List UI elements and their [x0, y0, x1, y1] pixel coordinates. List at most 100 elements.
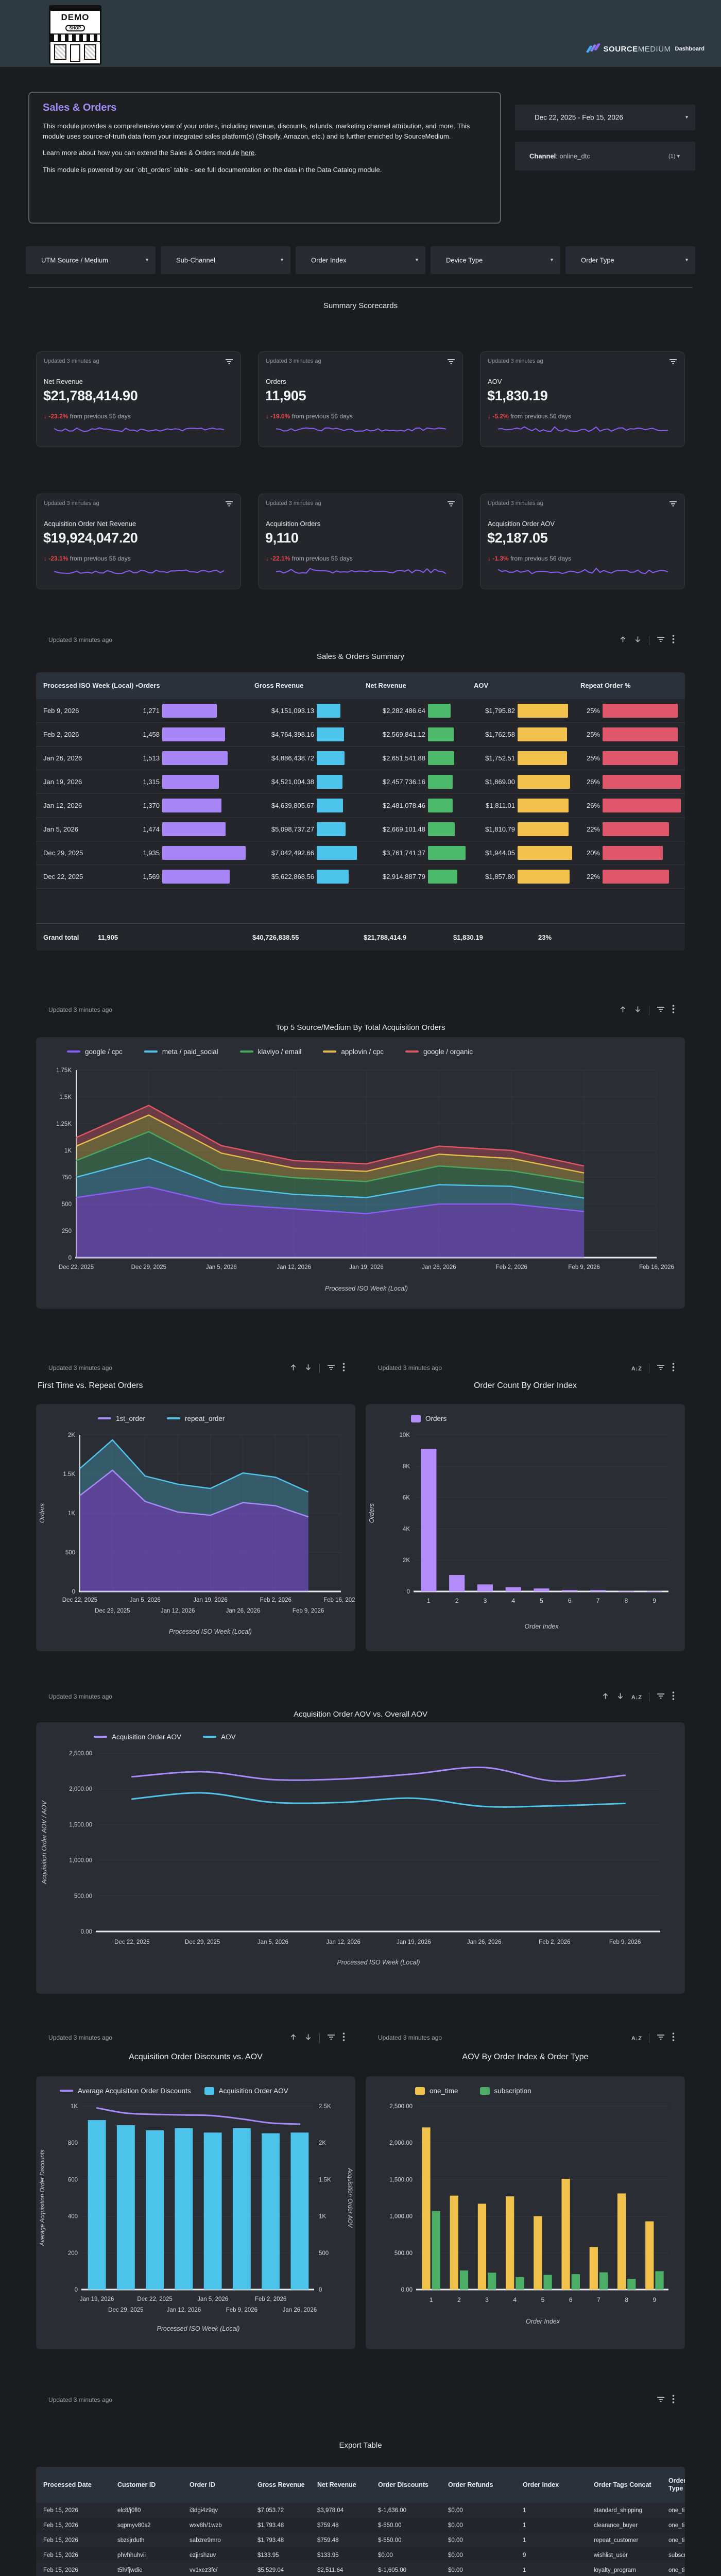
export-column-header[interactable]: Order Tags Concat [594, 2481, 651, 2488]
filter-dropdown-utm-source-medium[interactable]: UTM Source / Medium ▾ [26, 246, 156, 274]
legend-item[interactable]: applovin / cpc [323, 1048, 384, 1056]
orders-bar [162, 822, 226, 836]
filter-icon[interactable] [447, 358, 455, 368]
export-column-header[interactable]: Order Type [668, 2477, 685, 2492]
filter-icon[interactable] [657, 2033, 665, 2043]
sort-az-icon[interactable]: A↓Z [631, 2036, 642, 2042]
sort-down-icon[interactable] [304, 2033, 312, 2044]
filter-icon[interactable] [447, 500, 455, 510]
legend-item[interactable]: subscription [479, 2087, 531, 2095]
svg-text:4: 4 [511, 1597, 515, 1604]
filter-icon[interactable] [657, 636, 665, 646]
export-column-header[interactable]: Order Index [523, 2481, 559, 2488]
legend-item[interactable]: Average Acquisition Order Discounts [60, 2087, 191, 2095]
filter-icon[interactable] [669, 358, 677, 368]
filter-dropdown-sub-channel[interactable]: Sub-Channel ▾ [161, 246, 290, 274]
net-value: $2,669,101.48 [382, 825, 425, 833]
export-cell: $0.00 [448, 2522, 463, 2529]
export-column-header[interactable]: Net Revenue [317, 2481, 356, 2488]
filter-dropdown-order-type[interactable]: Order Type ▾ [565, 246, 695, 274]
sort-down-icon[interactable] [616, 1692, 624, 1703]
export-column-header[interactable]: Gross Revenue [258, 2481, 305, 2488]
menu-icon[interactable] [342, 2032, 345, 2044]
svg-text:Dec 29, 2025: Dec 29, 2025 [95, 1608, 130, 1614]
summary-column-header[interactable]: Processed ISO Week (Local) ▾ [43, 681, 138, 689]
filter-icon[interactable] [657, 2396, 665, 2405]
aov-bar [518, 846, 572, 860]
channel-filter[interactable]: Channel: online_dtc (1) ▾ [515, 142, 695, 171]
svg-text:Feb 9, 2026: Feb 9, 2026 [293, 1608, 324, 1614]
summary-table-toolbar: Updated 3 minutes ago [36, 635, 685, 647]
filter-icon[interactable] [327, 1364, 335, 1374]
updated-timestamp: Updated 3 minutes ag [488, 358, 543, 364]
legend-item[interactable]: Orders [411, 1414, 447, 1422]
export-column-header[interactable]: Customer ID [117, 2481, 156, 2488]
menu-icon[interactable] [672, 2032, 675, 2044]
orders-value: 1,271 [143, 707, 160, 715]
date-range-picker[interactable]: Dec 22, 2025 - Feb 15, 2026 ▾ [515, 105, 695, 130]
sparkline [497, 565, 668, 581]
legend-item[interactable]: google / organic [405, 1048, 473, 1056]
aov-value: $1,944.05 [485, 849, 515, 857]
sourcemedium-logo-icon [586, 41, 601, 57]
sort-az-icon[interactable]: A↓Z [631, 1366, 642, 1372]
export-column-header[interactable]: Order Refunds [448, 2481, 493, 2488]
here-link[interactable]: here [241, 149, 255, 157]
sort-up-icon[interactable] [602, 1692, 609, 1703]
filter-icon[interactable] [657, 1006, 665, 1015]
legend-item[interactable]: repeat_order [167, 1415, 225, 1422]
sort-down-icon[interactable] [304, 1363, 312, 1374]
svg-text:Feb 16, 2026: Feb 16, 2026 [323, 1597, 355, 1603]
menu-icon[interactable] [672, 1005, 675, 1016]
repeat-value: 26% [586, 778, 600, 786]
filter-icon[interactable] [225, 358, 233, 368]
legend-item[interactable]: google / cpc [67, 1048, 123, 1056]
filter-icon[interactable] [657, 1692, 665, 1702]
svg-text:Jan 26, 2026: Jan 26, 2026 [283, 2307, 317, 2313]
sort-down-icon[interactable] [634, 1005, 642, 1016]
summary-column-header[interactable]: Net Revenue [366, 681, 406, 689]
menu-icon[interactable] [672, 2395, 675, 2406]
legend-item[interactable]: one_time [415, 2087, 458, 2095]
svg-text:2K: 2K [403, 1557, 410, 1564]
legend-item[interactable]: Acquisition Order AOV [204, 2087, 288, 2095]
export-cell: wishlist_user [594, 2552, 628, 2558]
sort-up-icon[interactable] [289, 1363, 297, 1374]
menu-icon[interactable] [672, 1691, 675, 1703]
svg-text:Dec 29, 2025: Dec 29, 2025 [108, 2307, 143, 2313]
filter-icon[interactable] [327, 2033, 335, 2043]
legend-item[interactable]: klaviyo / email [239, 1048, 301, 1056]
menu-icon[interactable] [342, 1363, 345, 1374]
legend-item[interactable]: AOV [203, 1733, 236, 1741]
legend-item[interactable]: Acquisition Order AOV [94, 1733, 181, 1741]
filter-icon[interactable] [225, 500, 233, 510]
filter-dropdown-device-type[interactable]: Device Type ▾ [431, 246, 560, 274]
menu-icon[interactable] [672, 635, 675, 646]
summary-column-header[interactable]: AOV [474, 681, 489, 689]
legend-item[interactable]: 1st_order [98, 1415, 145, 1422]
summary-column-header[interactable]: Gross Revenue [254, 681, 304, 689]
sort-down-icon[interactable] [634, 635, 642, 646]
summary-column-header[interactable]: Repeat Order % [580, 681, 631, 689]
table-row: Feb 15, 2026 phvhhuhvii ezjirshzuv $133.95 $… [36, 2548, 685, 2563]
sort-up-icon[interactable] [619, 635, 627, 646]
filter-icon[interactable] [669, 500, 677, 510]
orders-bar [162, 704, 217, 718]
export-cell: vv1xez3fc/ [190, 2567, 218, 2573]
legend-swatch [411, 1414, 421, 1422]
sort-up-icon[interactable] [289, 2033, 297, 2044]
export-column-header[interactable]: Processed Date [43, 2481, 92, 2488]
export-column-header[interactable]: Order ID [190, 2481, 216, 2488]
svg-text:0: 0 [72, 1589, 75, 1595]
sort-up-icon[interactable] [619, 1005, 627, 1016]
legend-label: google / organic [423, 1047, 473, 1056]
summary-column-header[interactable]: Orders [138, 681, 160, 689]
filter-dropdown-order-index[interactable]: Order Index ▾ [296, 246, 425, 274]
menu-icon[interactable] [672, 1363, 675, 1374]
svg-text:1.25K: 1.25K [56, 1121, 72, 1127]
export-column-header[interactable]: Order Discounts [378, 2481, 428, 2488]
metric-delta: ↓ -5.2% from previous 56 days [488, 413, 572, 420]
legend-item[interactable]: meta / paid_social [144, 1048, 218, 1056]
filter-icon[interactable] [657, 1364, 665, 1374]
sort-az-icon[interactable]: A↓Z [631, 1694, 642, 1701]
